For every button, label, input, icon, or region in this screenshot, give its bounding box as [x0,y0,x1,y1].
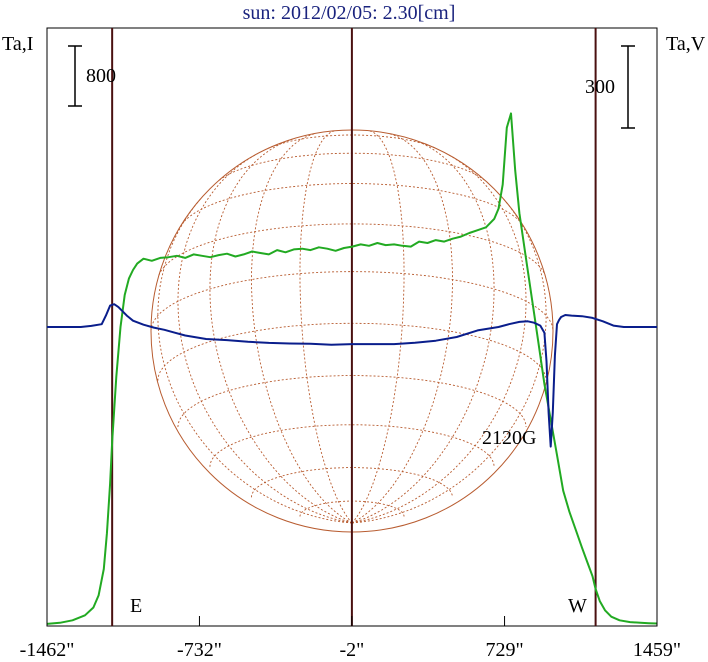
meridian-line [251,132,353,524]
right-scale-bar-value: 300 [585,76,615,98]
meridian-line [351,197,547,524]
parallel-line [150,271,554,332]
x-tick-label: -2" [339,639,364,661]
left-axis-label: Ta,I [2,33,33,55]
west-limb-label: W [568,595,587,617]
sunspot-field-annotation: 2120G [482,427,536,449]
parallel-line [209,424,495,467]
x-axis-ticks: -1462" -732" -2" 729" 1459" [20,616,681,661]
x-tick-label: -732" [177,639,222,661]
right-axis-label: Ta,V [666,33,706,55]
x-tick-label: 1459" [633,639,681,661]
meridian-line [209,138,353,524]
meridian-line [351,138,495,524]
chart-title: sun: 2012/02/05: 2.30[cm] [243,2,456,24]
parallel-line [177,375,527,428]
x-tick-label: 729" [485,639,523,661]
meridian-line [351,132,453,524]
east-limb-label: E [130,595,142,617]
meridian-line [299,130,353,524]
left-scale-bar [68,45,82,107]
right-scale-bar [621,45,635,129]
polarization-series-line [47,303,657,448]
meridian-line [351,130,405,524]
x-tick-label: -1462" [20,639,75,661]
meridian-line [177,153,353,524]
intensity-series-line [46,112,658,625]
meridian-line [157,197,353,524]
data-series [46,112,658,625]
vertical-marker-lines [111,28,597,626]
left-scale-bar-value: 800 [86,65,116,87]
